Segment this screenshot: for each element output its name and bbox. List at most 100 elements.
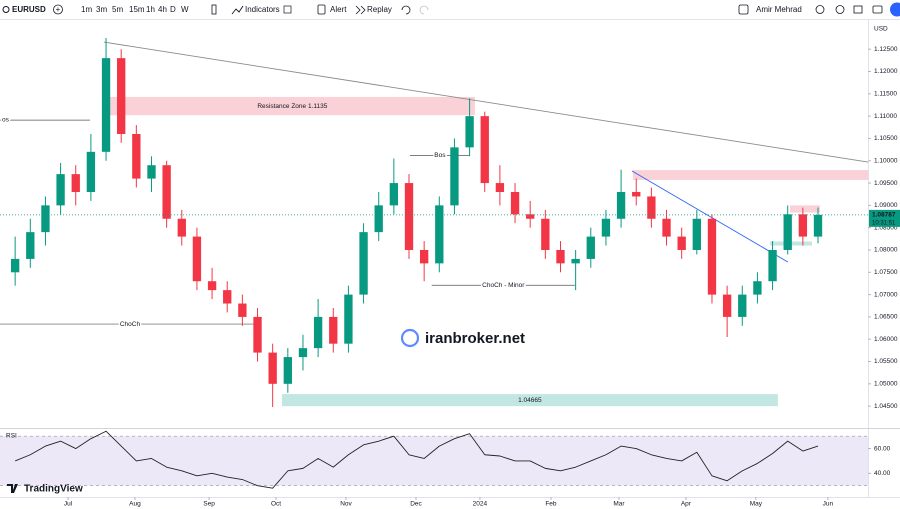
- x-tick-label: Oct: [271, 501, 281, 508]
- x-tick-label: Jun: [823, 501, 834, 508]
- branding-logo: [7, 484, 18, 493]
- candle-body: [10, 258, 20, 273]
- candle-body: [662, 218, 671, 237]
- undo-button[interactable]: [401, 5, 411, 15]
- candle-body: [435, 205, 444, 264]
- interval[interactable]: 1h: [146, 5, 155, 14]
- candle-body: [26, 232, 35, 259]
- interval[interactable]: 3m: [96, 5, 107, 14]
- add-symbol[interactable]: [53, 4, 63, 15]
- zone: [109, 96, 475, 116]
- layout-icon[interactable]: [738, 4, 749, 15]
- candle-body: [480, 116, 489, 184]
- candle-body: [147, 165, 156, 179]
- candle-body: [647, 196, 656, 219]
- x-tick-label: Mar: [613, 501, 625, 508]
- toolbar: EURUSD + 1m 3m 5m 15m 1h 4h D W Indicators Aler…: [0, 2, 900, 20]
- fullscreen[interactable]: [853, 5, 863, 14]
- replay-button[interactable]: Replay: [367, 5, 392, 14]
- settings[interactable]: [835, 5, 845, 14]
- rsi-band: [0, 436, 868, 486]
- snapshot[interactable]: [872, 5, 883, 14]
- interval[interactable]: 1m: [81, 5, 92, 14]
- candle-body: [268, 352, 277, 384]
- watermark-logo: [400, 328, 420, 348]
- line-label: ChoCh: [120, 321, 141, 328]
- x-tick-label: Jul: [64, 501, 73, 508]
- zone: [789, 205, 820, 213]
- zone: [281, 394, 778, 407]
- interval[interactable]: D: [170, 5, 176, 14]
- y-tick-label: 1.06500: [874, 314, 898, 321]
- interval[interactable]: W: [181, 5, 189, 14]
- candle-body: [632, 191, 641, 197]
- alert-icon: [317, 4, 326, 15]
- branding-text: TradingView: [24, 484, 83, 495]
- interval[interactable]: 15m: [129, 5, 145, 14]
- candle-body: [101, 58, 111, 152]
- x-tick-label: Dec: [410, 501, 422, 508]
- search-icon[interactable]: [2, 6, 10, 13]
- drawn-line: [103, 41, 869, 163]
- candle-body: [692, 218, 701, 250]
- candle-body: [450, 147, 459, 206]
- layouts-icon[interactable]: [283, 5, 292, 14]
- price-pane: 1.12500 1.12000 1.11500 1.11000 1.10500 1.100…: [0, 38, 900, 508]
- candle-body: [813, 214, 823, 237]
- quick-search[interactable]: [815, 5, 825, 14]
- branding: TradingView: [7, 484, 83, 495]
- alert-button[interactable]: Alert: [330, 5, 347, 14]
- candle-body: [177, 218, 186, 237]
- y-tick-label: 1.10000: [874, 157, 898, 164]
- candle-body: [707, 218, 717, 295]
- watermark: iranbroker.net: [425, 330, 525, 347]
- interval[interactable]: 4h: [158, 5, 167, 14]
- candle-body: [738, 294, 747, 317]
- candle-body: [465, 116, 474, 148]
- y-tick-label: 1.11000: [874, 113, 897, 120]
- candle-body: [56, 174, 65, 206]
- candle-body: [768, 249, 777, 282]
- zone: [632, 170, 868, 180]
- symbol[interactable]: EURUSD: [12, 5, 46, 14]
- candle-body: [132, 133, 141, 179]
- candle-body: [71, 174, 80, 192]
- redo-button[interactable]: [419, 5, 429, 15]
- candle-body: [253, 316, 262, 353]
- candle-body: [238, 303, 247, 317]
- y-tick-label: 1.08000: [874, 247, 898, 254]
- y-tick-label: 1.05500: [874, 358, 898, 365]
- y-tick-label: 1.05000: [874, 381, 898, 388]
- y-tick-label: 1.09000: [874, 202, 898, 209]
- candle-body: [677, 236, 686, 250]
- x-tick-label: Nov: [340, 501, 352, 508]
- add-icon: +: [56, 5, 61, 14]
- candle-body: [207, 281, 217, 291]
- y-tick-label: 1.11500: [874, 91, 897, 98]
- indicators-button[interactable]: Indicators: [245, 5, 280, 14]
- user-name[interactable]: Amir Mehrad: [756, 5, 802, 14]
- y-tick-label: 1.06000: [874, 336, 898, 343]
- rsi-line: [14, 430, 819, 489]
- candle-body: [389, 183, 399, 206]
- candle-body: [313, 316, 323, 349]
- y-tick-label: 1.09500: [874, 180, 898, 187]
- candle-body: [223, 290, 232, 304]
- x-tick-label: Apr: [681, 501, 692, 508]
- candle-body: [601, 218, 611, 237]
- y-tick-label: 1.08500: [874, 224, 898, 231]
- interval[interactable]: 5m: [112, 5, 123, 14]
- candle-body: [359, 232, 368, 295]
- publish-button[interactable]: [890, 2, 900, 17]
- candle-body: [541, 218, 550, 250]
- candle-body: [298, 348, 308, 358]
- y-tick-label: 1.10500: [874, 135, 898, 142]
- chart-type-icon[interactable]: [211, 4, 217, 15]
- replay-icon: [355, 5, 366, 15]
- x-tick-label: Sep: [203, 501, 215, 508]
- candle-body: [722, 294, 732, 317]
- rsi-tick-label: 40.00: [874, 470, 891, 477]
- candle-body: [344, 294, 353, 344]
